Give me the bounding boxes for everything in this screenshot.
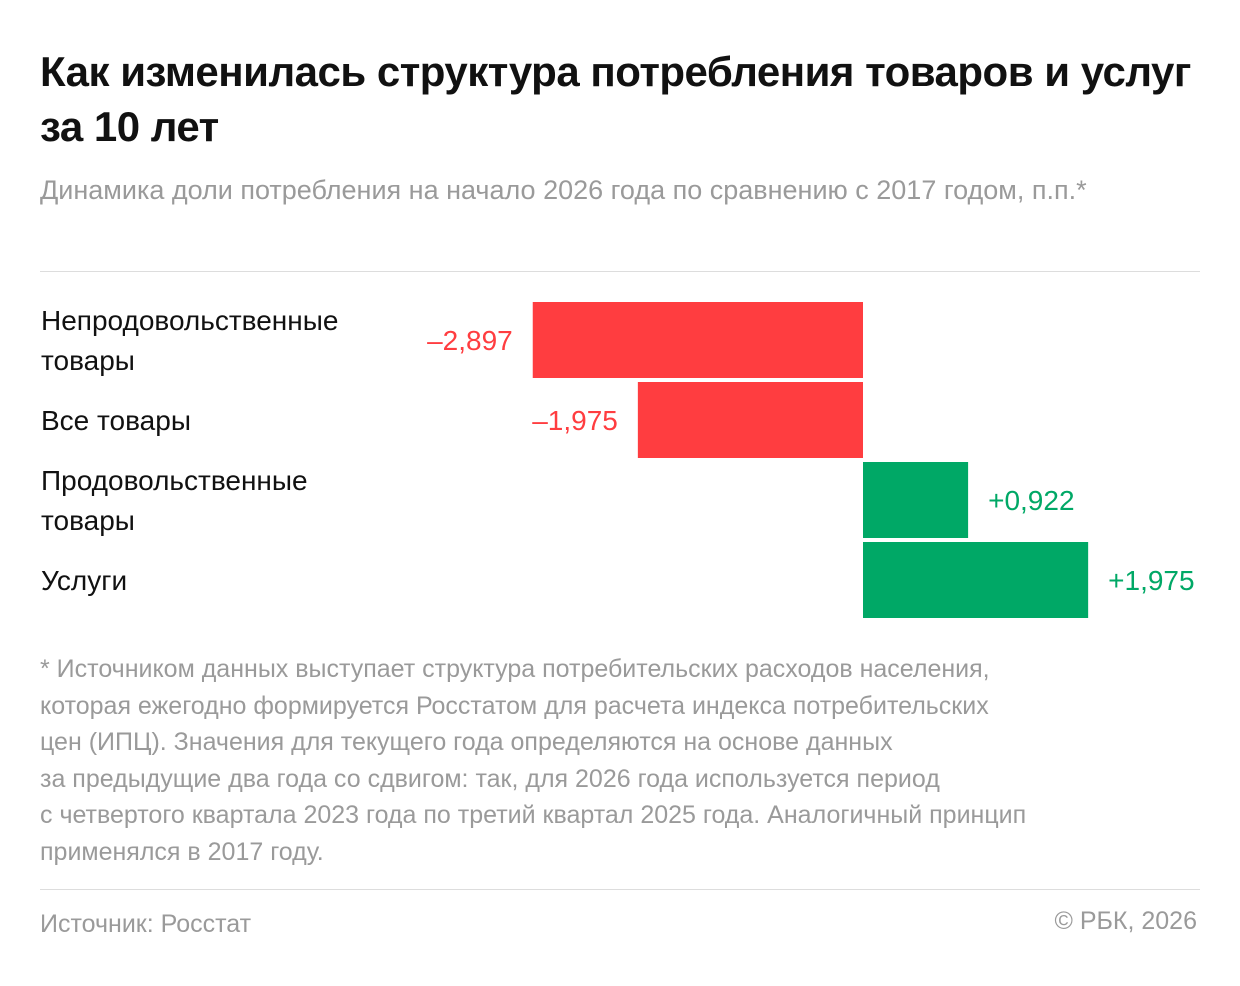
category-label: Непродовольственные [41, 305, 338, 336]
footnote-line: * Источником данных выступает структура … [40, 655, 990, 683]
bar [532, 302, 863, 378]
value-label: +1,975 [1108, 565, 1194, 596]
footnote-line: цен (ИПЦ). Значения для текущего года оп… [40, 728, 893, 756]
category-label: Продовольственные [41, 465, 308, 496]
bottom-divider [40, 889, 1200, 890]
footnote-line: за предыдущие два года со сдвигом: так, … [40, 764, 940, 793]
top-divider [40, 271, 1200, 272]
bar [637, 382, 863, 458]
footnote: * Источником данных выступает структура … [40, 651, 1205, 870]
bar [863, 542, 1089, 618]
value-label: +0,922 [988, 485, 1074, 516]
chart-title: Как изменилась структура потребления тов… [40, 48, 1191, 150]
category-label: Все товары [41, 405, 191, 436]
bar [863, 462, 969, 538]
footnote-line: применялся в 2017 году. [40, 837, 324, 866]
copyright-label: © РБК, 2026 [1054, 907, 1197, 935]
value-label: –1,975 [532, 405, 618, 436]
category-label: Услуги [41, 565, 127, 596]
bar-chart: Непродовольственные товары –2,897 Все товар… [41, 302, 1195, 618]
footnote-line: с четвертого квартала 2023 года по трети… [40, 801, 1027, 829]
category-label: товары [41, 345, 135, 376]
footnote-line: которая ежегодно формируется Росстатом д… [40, 691, 989, 720]
category-label: товары [41, 505, 135, 536]
source-label: Источник: Росстат [40, 910, 252, 938]
chart-subtitle: Динамика доли потребления на начало 2026… [40, 175, 1087, 205]
value-label: –2,897 [427, 325, 513, 356]
